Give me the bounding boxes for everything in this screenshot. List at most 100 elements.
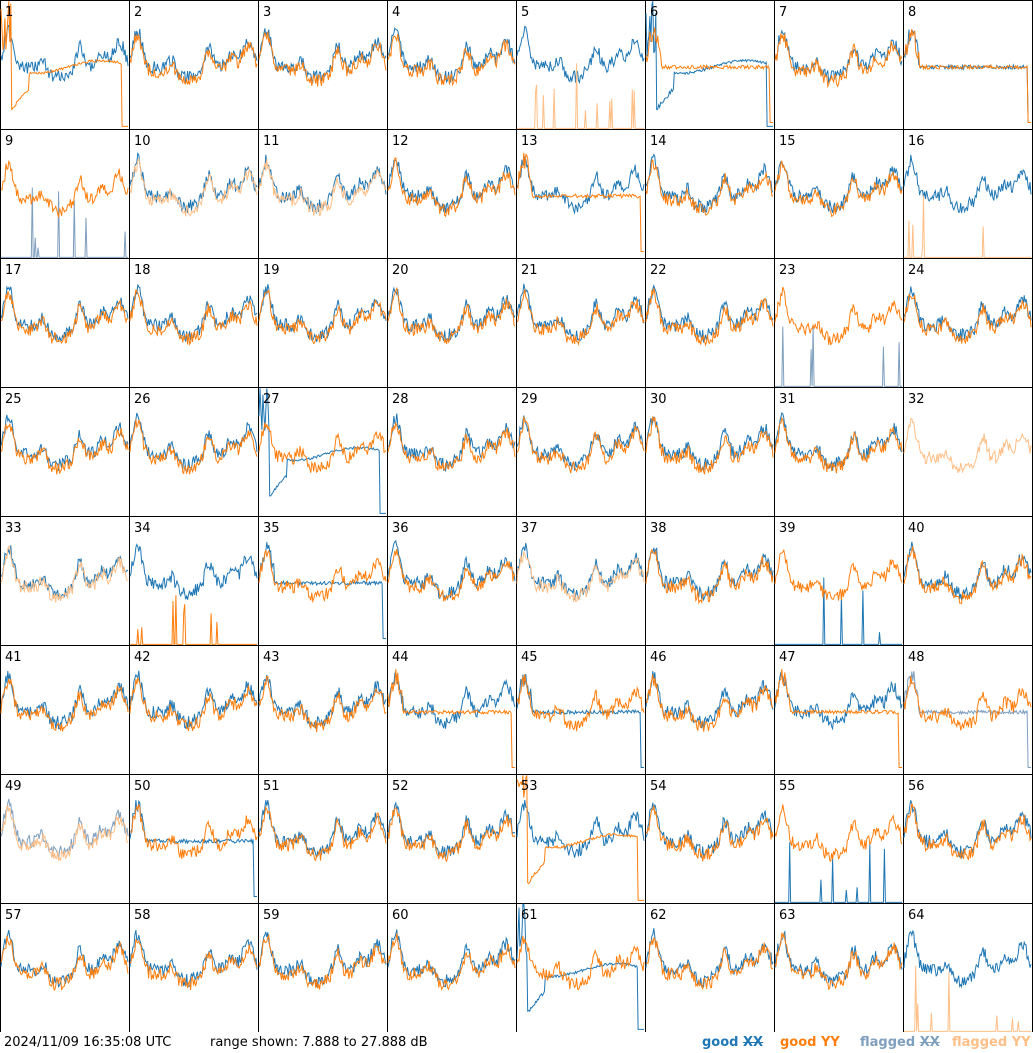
yy-trace	[0, 423, 129, 475]
panel-37: 37	[516, 516, 646, 646]
xx-trace	[516, 800, 645, 858]
yy-trace	[258, 159, 387, 217]
panel-label: 35	[263, 521, 280, 536]
panel-frame	[774, 903, 904, 1032]
panel-50: 50	[129, 774, 259, 904]
panel-3: 3	[258, 0, 388, 130]
panel-58: 58	[129, 903, 259, 1032]
panel-frame	[129, 774, 259, 904]
legend-good-xx-word: good	[702, 1035, 739, 1050]
panel-label: 26	[134, 392, 151, 407]
yy-trace	[387, 807, 516, 863]
yy-trace	[903, 417, 1032, 474]
legend-good-yy: good YY	[780, 1035, 840, 1050]
panel-30: 30	[645, 387, 775, 517]
panel-23: 23	[774, 258, 904, 388]
panel-2: 2	[129, 0, 259, 130]
panel-label: 43	[263, 650, 280, 665]
yy-trace	[387, 548, 516, 602]
xx-trace	[645, 671, 774, 729]
panel-label: 44	[392, 650, 409, 665]
panel-label: 45	[521, 650, 538, 665]
xx-trace	[903, 929, 1032, 989]
panel-frame	[903, 258, 1033, 388]
panel-61: 61	[516, 903, 646, 1032]
panel-label: 18	[134, 263, 151, 278]
legend-flagged-xx: flagged XX	[860, 1035, 940, 1050]
xx-trace	[258, 284, 387, 342]
panel-label: 53	[521, 779, 538, 794]
panel-9: 9	[0, 129, 130, 259]
panel-label: 23	[779, 263, 796, 278]
panel-label: 48	[908, 650, 925, 665]
panel-label: 29	[521, 392, 538, 407]
panel-label: 16	[908, 134, 925, 149]
panel-label: 33	[5, 521, 22, 536]
panel-frame	[774, 516, 904, 646]
yy-trace	[1, 159, 129, 219]
panel-label: 10	[134, 134, 151, 149]
yy-trace	[774, 548, 903, 601]
yy-trace	[387, 286, 516, 345]
panel-48: 48	[903, 645, 1033, 775]
yy-trace	[645, 805, 774, 862]
panel-21: 21	[516, 258, 646, 388]
panel-18: 18	[129, 258, 259, 388]
yy-trace	[258, 31, 387, 87]
panel-56: 56	[903, 774, 1033, 904]
legend-good-xx-pol: XX	[743, 1035, 764, 1050]
panel-frame	[0, 0, 130, 130]
yy-trace	[516, 775, 644, 901]
yy-trace	[774, 33, 903, 89]
panel-47: 47	[774, 645, 904, 775]
xx-trace	[775, 842, 902, 903]
yy-trace	[516, 152, 644, 253]
panel-frame	[645, 774, 775, 904]
xx-trace	[775, 325, 902, 387]
panel-label: 7	[779, 5, 787, 20]
yy-trace	[774, 804, 903, 863]
xx-trace	[0, 798, 129, 858]
yy-trace	[129, 804, 258, 860]
xx-trace	[387, 286, 516, 342]
panel-label: 46	[650, 650, 667, 665]
yy-trace	[129, 289, 258, 347]
panel-label: 22	[650, 263, 667, 278]
xx-trace	[129, 543, 258, 600]
panel-frame	[0, 774, 130, 904]
panel-5: 5	[516, 0, 646, 130]
xx-trace	[903, 671, 1031, 768]
yy-trace	[0, 935, 129, 992]
panel-24: 24	[903, 258, 1033, 388]
panel-frame	[516, 258, 646, 388]
yy-trace	[387, 157, 516, 218]
yy-trace	[0, 1, 128, 127]
xx-trace	[775, 577, 902, 645]
xx-trace	[129, 152, 258, 213]
panel-label: 63	[779, 908, 796, 923]
panel-52: 52	[387, 774, 517, 904]
xx-trace	[774, 29, 903, 84]
panel-38: 38	[645, 516, 775, 646]
panel-label: 37	[521, 521, 538, 536]
panel-label: 58	[134, 908, 151, 923]
yy-trace	[0, 291, 129, 344]
panel-20: 20	[387, 258, 517, 388]
yy-trace	[258, 933, 387, 990]
yy-trace	[517, 63, 644, 129]
yy-trace	[258, 288, 387, 345]
panel-label: 20	[392, 263, 409, 278]
yy-trace	[903, 676, 1032, 731]
yy-trace	[129, 158, 258, 217]
yy-trace	[904, 195, 1031, 258]
panel-label: 25	[5, 392, 22, 407]
panel-17: 17	[0, 258, 130, 388]
yy-trace	[387, 421, 516, 472]
panel-frame	[387, 645, 517, 775]
panel-51: 51	[258, 774, 388, 904]
yy-trace	[516, 416, 645, 474]
yy-trace	[645, 674, 774, 732]
panel-6: 6	[645, 0, 775, 130]
xx-trace	[516, 25, 645, 85]
legend-flagged-yy: flagged YY	[952, 1035, 1031, 1050]
